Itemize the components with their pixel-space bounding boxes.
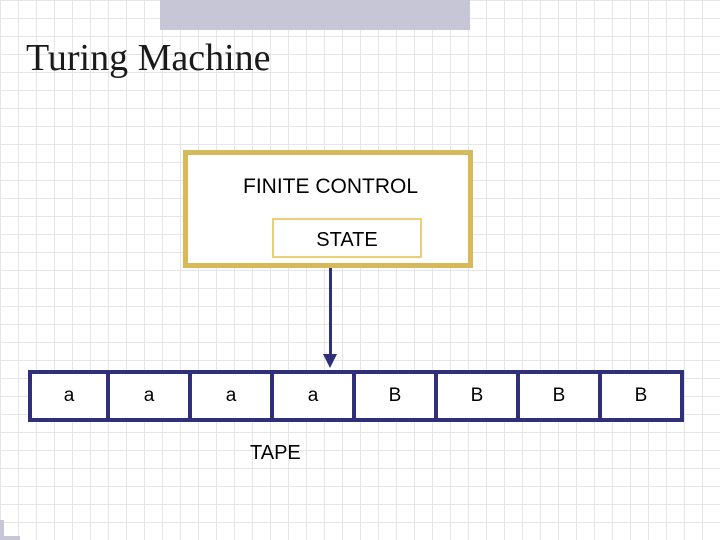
tape-cell: B	[438, 370, 520, 422]
head-arrow	[323, 268, 337, 370]
slide-title: Turing Machine	[26, 36, 271, 80]
tape-cell: B	[356, 370, 438, 422]
tape-cell: a	[28, 370, 110, 422]
tape-cell: a	[274, 370, 356, 422]
grid-background	[0, 0, 720, 540]
tape-cell: a	[192, 370, 274, 422]
notch-path	[0, 520, 20, 540]
state-box: STATE	[272, 218, 422, 258]
tape-cell: B	[520, 370, 602, 422]
corner-notch-icon	[0, 516, 24, 540]
arrow-line	[329, 268, 332, 356]
arrow-head-icon	[323, 354, 337, 368]
header-band	[160, 0, 470, 30]
state-label: STATE	[316, 229, 377, 251]
tape-label: TAPE	[250, 442, 301, 465]
finite-control-label: FINITE CONTROL	[243, 175, 418, 199]
tape: aaaaBBBB	[28, 370, 684, 422]
tape-cell: a	[110, 370, 192, 422]
tape-cell: B	[602, 370, 684, 422]
